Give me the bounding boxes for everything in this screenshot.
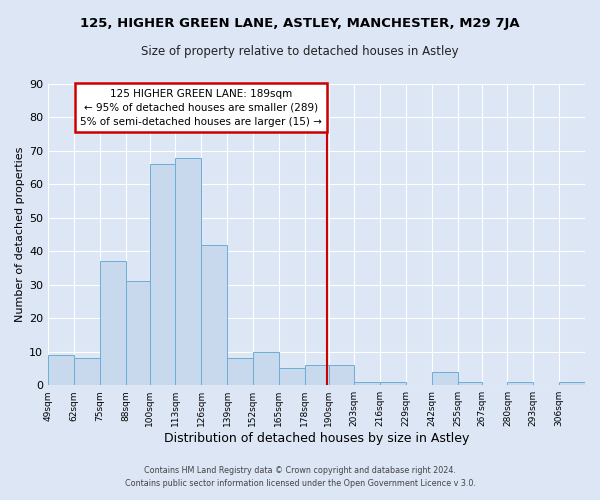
- Bar: [149, 164, 175, 385]
- Bar: [227, 358, 253, 385]
- Bar: [100, 262, 125, 385]
- Bar: [355, 382, 380, 385]
- Text: 125, HIGHER GREEN LANE, ASTLEY, MANCHESTER, M29 7JA: 125, HIGHER GREEN LANE, ASTLEY, MANCHEST…: [80, 18, 520, 30]
- Bar: [253, 352, 279, 385]
- Text: 125 HIGHER GREEN LANE: 189sqm
← 95% of detached houses are smaller (289)
5% of s: 125 HIGHER GREEN LANE: 189sqm ← 95% of d…: [80, 88, 322, 126]
- Bar: [559, 382, 585, 385]
- Bar: [432, 372, 458, 385]
- X-axis label: Distribution of detached houses by size in Astley: Distribution of detached houses by size …: [164, 432, 469, 445]
- Bar: [175, 158, 201, 385]
- Bar: [48, 355, 74, 385]
- Text: Contains HM Land Registry data © Crown copyright and database right 2024.
Contai: Contains HM Land Registry data © Crown c…: [125, 466, 475, 487]
- Bar: [125, 282, 149, 385]
- Text: Size of property relative to detached houses in Astley: Size of property relative to detached ho…: [141, 45, 459, 58]
- Bar: [508, 382, 533, 385]
- Bar: [74, 358, 100, 385]
- Bar: [279, 368, 305, 385]
- Bar: [458, 382, 482, 385]
- Bar: [380, 382, 406, 385]
- Bar: [305, 365, 329, 385]
- Y-axis label: Number of detached properties: Number of detached properties: [15, 147, 25, 322]
- Bar: [201, 244, 227, 385]
- Bar: [329, 365, 355, 385]
